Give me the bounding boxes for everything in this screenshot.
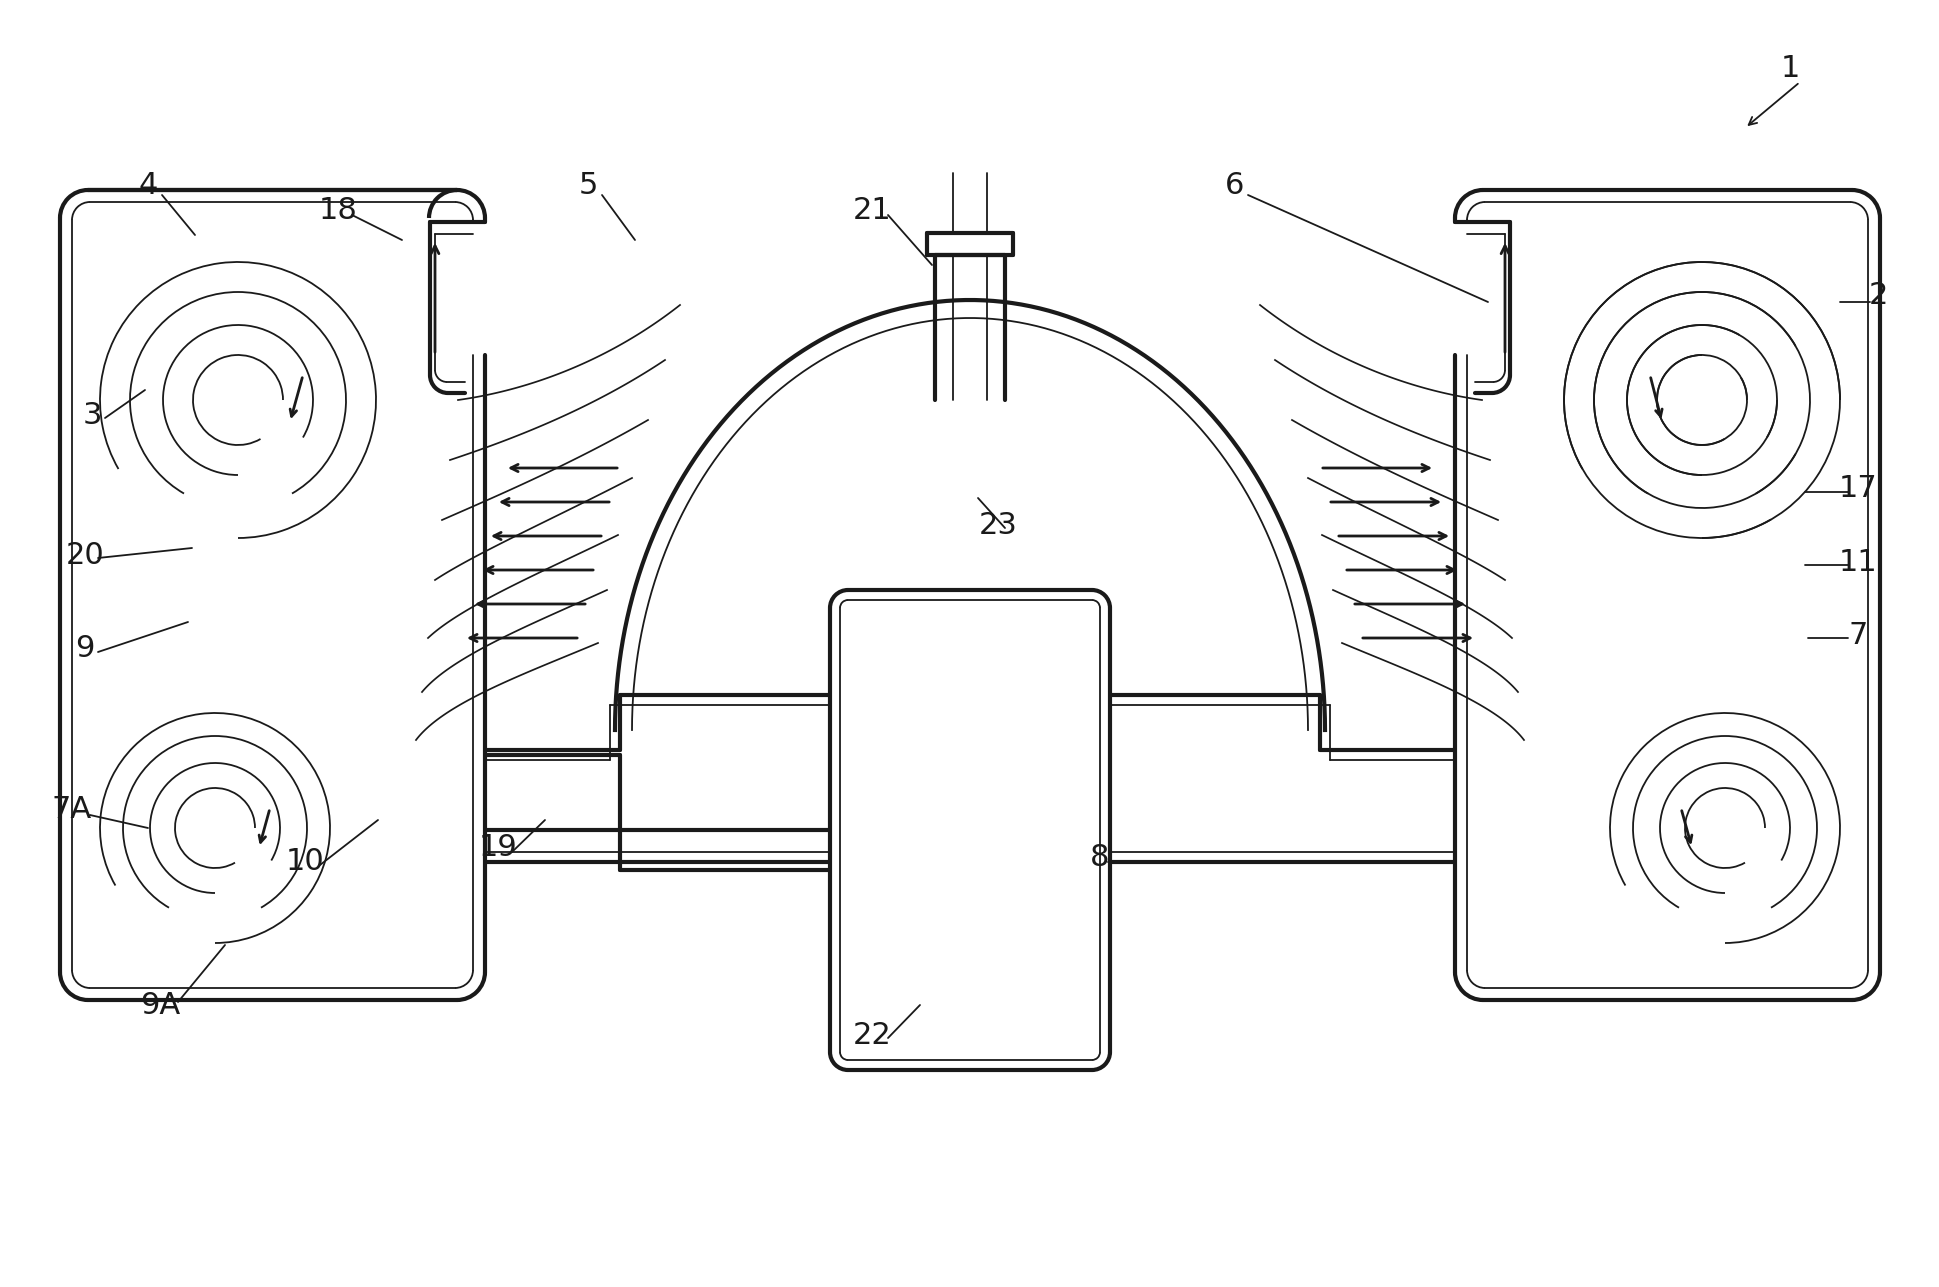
Text: 7: 7 [1848, 620, 1867, 650]
Text: 2: 2 [1867, 281, 1887, 309]
Text: 1: 1 [1780, 54, 1799, 82]
Text: 9: 9 [76, 633, 95, 663]
Text: 11: 11 [1838, 547, 1877, 577]
Text: 6: 6 [1225, 170, 1245, 199]
Text: 5: 5 [578, 170, 597, 199]
Text: 19: 19 [479, 834, 518, 862]
Text: 23: 23 [977, 511, 1016, 539]
Text: 9A: 9A [140, 991, 180, 1019]
Text: 7A: 7A [52, 795, 91, 825]
Text: 10: 10 [285, 848, 324, 876]
Text: 3: 3 [81, 400, 101, 430]
Text: 20: 20 [66, 541, 105, 570]
Text: 21: 21 [851, 196, 890, 224]
Text: 22: 22 [851, 1021, 890, 1049]
Text: 18: 18 [318, 196, 357, 224]
Text: 4: 4 [138, 170, 157, 199]
Text: 17: 17 [1838, 474, 1877, 502]
Text: 8: 8 [1090, 843, 1109, 873]
